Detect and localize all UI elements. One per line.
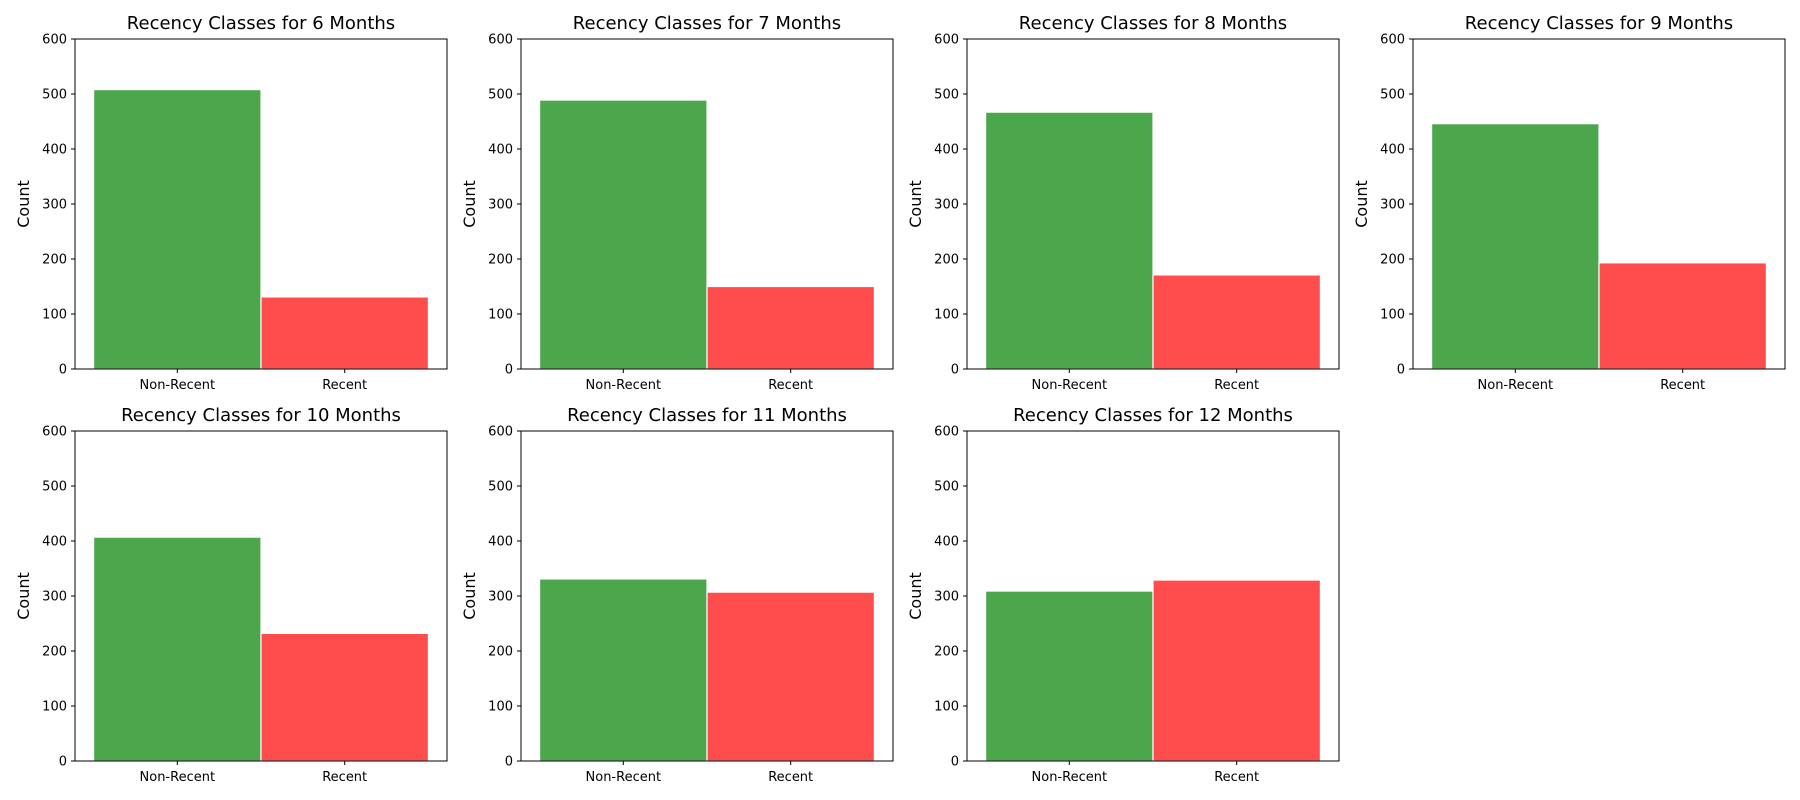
y-tick-label: 400 — [934, 535, 959, 550]
bar-recent — [1152, 579, 1321, 762]
y-axis-label: Count — [14, 180, 33, 228]
bar-non-recent — [538, 578, 708, 762]
y-tick-label: 200 — [488, 645, 513, 660]
subplot-6: Recency Classes for 11 Months Non-Recent R… — [460, 405, 894, 785]
y-tick-label: 600 — [934, 33, 959, 48]
subplot-title: Recency Classes for 11 Months — [567, 405, 847, 426]
x-tick-label: Non-Recent — [586, 770, 662, 785]
y-tick-label: 200 — [934, 645, 959, 660]
y-tick-label: 500 — [934, 88, 959, 103]
y-tick-label: 600 — [934, 425, 959, 440]
subplot-title: Recency Classes for 6 Months — [127, 13, 395, 34]
y-tick-label: 100 — [42, 308, 67, 323]
y-tick-label: 100 — [1380, 308, 1405, 323]
x-tick-label: Recent — [768, 378, 813, 393]
y-tick-label: 300 — [934, 590, 959, 605]
y-tick-label: 0 — [951, 755, 959, 770]
y-tick-label: 400 — [488, 535, 513, 550]
y-tick-label: 600 — [488, 425, 513, 440]
y-tick-label: 400 — [42, 143, 67, 158]
bar-recent — [1152, 274, 1321, 370]
y-tick-label: 300 — [934, 198, 959, 213]
bar-non-recent — [538, 99, 708, 370]
y-axis-label: Count — [1352, 180, 1371, 228]
bar-non-recent — [92, 536, 262, 762]
subplot-title: Recency Classes for 10 Months — [121, 405, 401, 426]
y-tick-label: 200 — [934, 253, 959, 268]
bar-recent — [260, 632, 429, 762]
y-tick-label: 0 — [505, 755, 513, 770]
y-axis-label: Count — [14, 572, 33, 620]
y-tick-label: 100 — [488, 700, 513, 715]
y-tick-label: 300 — [488, 198, 513, 213]
x-tick-label: Recent — [1214, 770, 1259, 785]
y-tick-label: 100 — [42, 700, 67, 715]
y-tick-label: 200 — [1380, 253, 1405, 268]
y-tick-label: 0 — [951, 363, 959, 378]
y-tick-label: 200 — [42, 253, 67, 268]
x-tick-label: Recent — [322, 378, 367, 393]
y-tick-label: 0 — [505, 363, 513, 378]
x-tick-label: Non-Recent — [1032, 378, 1108, 393]
y-tick-label: 400 — [934, 143, 959, 158]
y-tick-label: 400 — [1380, 143, 1405, 158]
y-tick-label: 300 — [42, 590, 67, 605]
y-tick-label: 200 — [42, 645, 67, 660]
y-tick-label: 500 — [42, 480, 67, 495]
x-tick-label: Non-Recent — [1478, 378, 1554, 393]
y-tick-label: 400 — [42, 535, 67, 550]
x-tick-label: Non-Recent — [586, 378, 662, 393]
y-tick-label: 500 — [488, 480, 513, 495]
bar-non-recent — [1430, 123, 1600, 370]
y-tick-label: 300 — [488, 590, 513, 605]
y-axis-label: Count — [460, 572, 479, 620]
bar-non-recent — [92, 88, 262, 370]
y-tick-label: 600 — [42, 33, 67, 48]
y-axis-label: Count — [460, 180, 479, 228]
y-tick-label: 500 — [934, 480, 959, 495]
x-tick-label: Non-Recent — [140, 378, 216, 393]
subplot-3: Recency Classes for 8 Months Non-Recent Re… — [906, 13, 1340, 393]
y-tick-label: 0 — [59, 363, 67, 378]
bar-non-recent — [984, 111, 1154, 370]
x-tick-label: Recent — [322, 770, 367, 785]
y-tick-label: 400 — [488, 143, 513, 158]
y-tick-label: 0 — [59, 755, 67, 770]
y-tick-label: 100 — [934, 700, 959, 715]
y-tick-label: 600 — [42, 425, 67, 440]
subplot-title: Recency Classes for 8 Months — [1019, 13, 1287, 34]
y-tick-label: 300 — [42, 198, 67, 213]
subplot-title: Recency Classes for 12 Months — [1013, 405, 1293, 426]
subplot-1: Recency Classes for 6 Months Non-Recent Re… — [14, 13, 448, 393]
y-axis-label: Count — [906, 572, 925, 620]
x-tick-label: Non-Recent — [140, 770, 216, 785]
x-tick-label: Recent — [768, 770, 813, 785]
y-tick-label: 0 — [1397, 363, 1405, 378]
x-tick-label: Recent — [1214, 378, 1259, 393]
subplot-4: Recency Classes for 9 Months Non-Recent Re… — [1352, 13, 1786, 393]
bar-non-recent — [984, 590, 1154, 762]
subplot-7: Recency Classes for 12 Months Non-Recent R… — [906, 405, 1340, 785]
subplot-title: Recency Classes for 7 Months — [573, 13, 841, 34]
y-tick-label: 500 — [1380, 88, 1405, 103]
x-tick-label: Recent — [1660, 378, 1705, 393]
bar-recent — [260, 296, 429, 370]
y-tick-label: 200 — [488, 253, 513, 268]
subplot-2: Recency Classes for 7 Months Non-Recent Re… — [460, 13, 894, 393]
y-tick-label: 100 — [488, 308, 513, 323]
y-tick-label: 100 — [934, 308, 959, 323]
y-tick-label: 500 — [42, 88, 67, 103]
x-tick-label: Non-Recent — [1032, 770, 1108, 785]
y-axis-label: Count — [906, 180, 925, 228]
y-tick-label: 300 — [1380, 198, 1405, 213]
bar-recent — [1598, 262, 1767, 370]
bar-recent — [706, 591, 875, 762]
subplot-5: Recency Classes for 10 Months Non-Recent R… — [14, 405, 448, 785]
y-tick-label: 600 — [1380, 33, 1405, 48]
y-tick-label: 600 — [488, 33, 513, 48]
subplot-title: Recency Classes for 9 Months — [1465, 13, 1733, 34]
y-tick-label: 500 — [488, 88, 513, 103]
bar-recent — [706, 285, 875, 370]
